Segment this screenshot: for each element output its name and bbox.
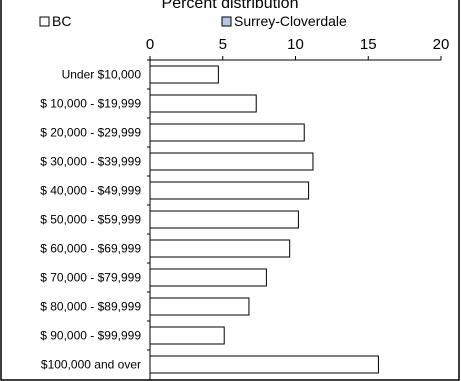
- x-tick-label: 0: [146, 36, 154, 53]
- category-label: $ 30,000 - $39,999: [40, 155, 141, 169]
- x-tick-label: 20: [433, 36, 450, 53]
- bar-bc: [149, 123, 305, 142]
- chart-title: Percent distribution: [162, 0, 299, 12]
- bar-bc: [149, 210, 299, 229]
- category-label: Under $10,000: [62, 68, 142, 82]
- bar-bc: [149, 326, 225, 345]
- x-tick-label: 5: [219, 36, 227, 53]
- bar-bc: [149, 355, 379, 374]
- category-label: $ 80,000 - $89,999: [40, 300, 141, 314]
- bar-bc: [149, 181, 310, 200]
- bar-bc: [149, 268, 267, 287]
- bar-bc: [149, 152, 314, 171]
- legend-swatch: [39, 16, 50, 27]
- category-label: $ 40,000 - $49,999: [40, 184, 141, 198]
- category-label: $ 60,000 - $69,999: [40, 242, 141, 256]
- legend: BC Surrey-Cloverdale: [39, 13, 347, 29]
- legend-swatch: [221, 16, 232, 27]
- category-label: $ 50,000 - $59,999: [40, 213, 141, 227]
- category-label: $ 70,000 - $79,999: [40, 271, 141, 285]
- category-label: $ 10,000 - $19,999: [40, 97, 141, 111]
- category-label: $100,000 and over: [41, 358, 141, 372]
- bar-bc: [149, 65, 219, 84]
- x-tick-label: 10: [287, 36, 304, 53]
- category-label: $ 20,000 - $29,999: [40, 126, 141, 140]
- category-label: $ 90,000 - $99,999: [40, 329, 141, 343]
- bar-bc: [149, 297, 250, 316]
- legend-label: BC: [52, 13, 71, 29]
- x-axis-ticks: 0 5 10 15 20: [146, 36, 450, 60]
- bar-bc: [149, 94, 257, 113]
- category-labels: Under $10,000 $ 10,000 - $19,999 $ 20,000 …: [40, 59, 150, 372]
- x-tick-label: 15: [360, 36, 377, 53]
- bar-bc: [149, 239, 291, 258]
- legend-label: Surrey-Cloverdale: [234, 13, 347, 29]
- bars: [149, 65, 379, 374]
